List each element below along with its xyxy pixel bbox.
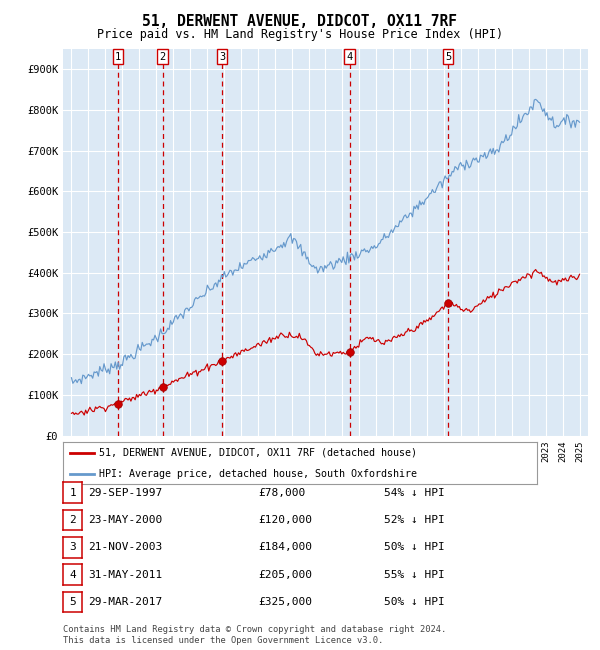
- Text: £325,000: £325,000: [258, 597, 312, 607]
- Text: This data is licensed under the Open Government Licence v3.0.: This data is licensed under the Open Gov…: [63, 636, 383, 645]
- Text: 4: 4: [69, 569, 76, 580]
- Text: 1: 1: [115, 51, 121, 62]
- Text: 4: 4: [346, 51, 353, 62]
- Text: 2: 2: [160, 51, 166, 62]
- Text: 21-NOV-2003: 21-NOV-2003: [88, 542, 163, 552]
- Text: £184,000: £184,000: [258, 542, 312, 552]
- Text: 50% ↓ HPI: 50% ↓ HPI: [384, 597, 445, 607]
- Text: 1: 1: [69, 488, 76, 498]
- Text: 54% ↓ HPI: 54% ↓ HPI: [384, 488, 445, 498]
- Text: 51, DERWENT AVENUE, DIDCOT, OX11 7RF: 51, DERWENT AVENUE, DIDCOT, OX11 7RF: [143, 14, 458, 29]
- Text: 5: 5: [445, 51, 451, 62]
- Text: 2: 2: [69, 515, 76, 525]
- Text: 23-MAY-2000: 23-MAY-2000: [88, 515, 163, 525]
- Text: 51, DERWENT AVENUE, DIDCOT, OX11 7RF (detached house): 51, DERWENT AVENUE, DIDCOT, OX11 7RF (de…: [98, 448, 416, 458]
- Text: 31-MAY-2011: 31-MAY-2011: [88, 569, 163, 580]
- Text: 29-MAR-2017: 29-MAR-2017: [88, 597, 163, 607]
- Text: 5: 5: [69, 597, 76, 607]
- Text: 55% ↓ HPI: 55% ↓ HPI: [384, 569, 445, 580]
- Text: HPI: Average price, detached house, South Oxfordshire: HPI: Average price, detached house, Sout…: [98, 469, 416, 478]
- Text: Contains HM Land Registry data © Crown copyright and database right 2024.: Contains HM Land Registry data © Crown c…: [63, 625, 446, 634]
- Text: 3: 3: [219, 51, 225, 62]
- Text: 52% ↓ HPI: 52% ↓ HPI: [384, 515, 445, 525]
- Text: £205,000: £205,000: [258, 569, 312, 580]
- Text: £78,000: £78,000: [258, 488, 305, 498]
- Text: £120,000: £120,000: [258, 515, 312, 525]
- Text: Price paid vs. HM Land Registry's House Price Index (HPI): Price paid vs. HM Land Registry's House …: [97, 28, 503, 41]
- Text: 3: 3: [69, 542, 76, 552]
- Text: 29-SEP-1997: 29-SEP-1997: [88, 488, 163, 498]
- Text: 50% ↓ HPI: 50% ↓ HPI: [384, 542, 445, 552]
